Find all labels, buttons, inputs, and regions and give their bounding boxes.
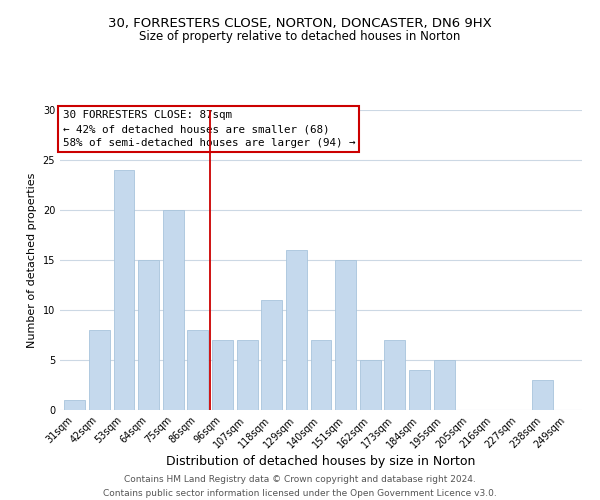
Bar [335,260,356,410]
Bar [138,260,159,410]
Bar [286,250,307,410]
Bar [64,400,85,410]
Text: 30 FORRESTERS CLOSE: 87sqm
← 42% of detached houses are smaller (68)
58% of semi: 30 FORRESTERS CLOSE: 87sqm ← 42% of deta… [62,110,355,148]
Bar [113,170,134,410]
Bar [163,210,184,410]
Text: Contains HM Land Registry data © Crown copyright and database right 2024.
Contai: Contains HM Land Registry data © Crown c… [103,476,497,498]
Bar [187,330,208,410]
X-axis label: Distribution of detached houses by size in Norton: Distribution of detached houses by size … [166,456,476,468]
Text: 30, FORRESTERS CLOSE, NORTON, DONCASTER, DN6 9HX: 30, FORRESTERS CLOSE, NORTON, DONCASTER,… [108,18,492,30]
Bar [311,340,331,410]
Bar [532,380,553,410]
Bar [434,360,455,410]
Bar [360,360,381,410]
Bar [212,340,233,410]
Bar [236,340,257,410]
Text: Size of property relative to detached houses in Norton: Size of property relative to detached ho… [139,30,461,43]
Bar [89,330,110,410]
Bar [409,370,430,410]
Bar [261,300,282,410]
Y-axis label: Number of detached properties: Number of detached properties [27,172,37,348]
Bar [385,340,406,410]
